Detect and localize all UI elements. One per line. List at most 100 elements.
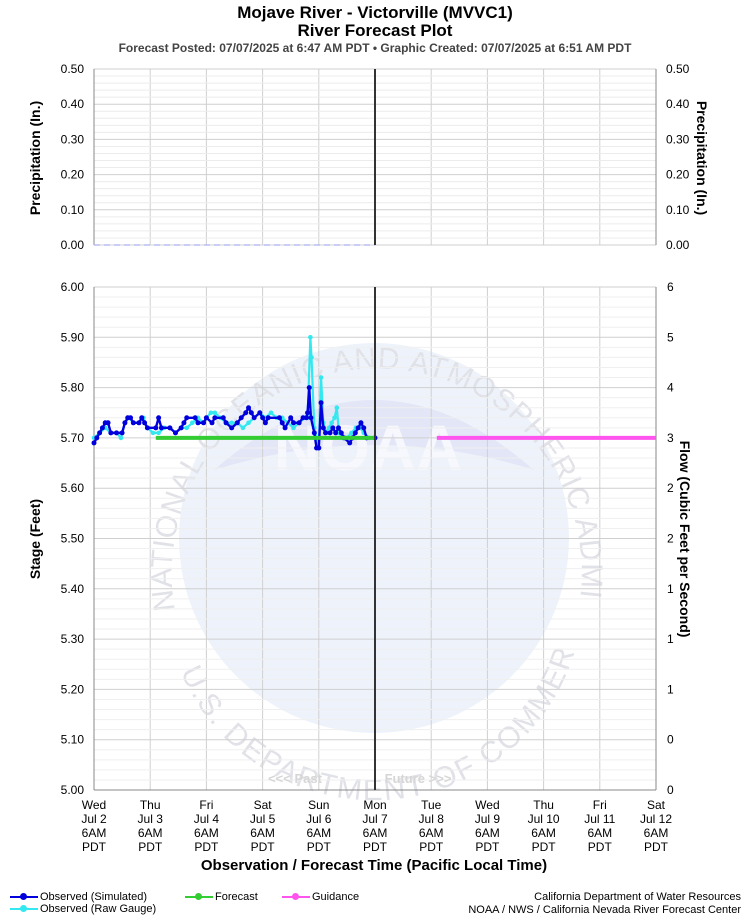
flow-ytick: 6 — [667, 280, 674, 294]
stage-y-label: Stage (Feet) — [27, 499, 43, 579]
observed-simulated-point — [338, 430, 344, 436]
observed-raw-point — [308, 335, 313, 340]
observed-raw-point — [190, 420, 195, 426]
observed-simulated-point — [99, 425, 105, 431]
observed-raw-point — [349, 430, 354, 436]
flow-ytick: 3 — [667, 431, 674, 445]
observed-simulated-point — [355, 425, 361, 431]
precip-ytick-right: 0.40 — [666, 97, 690, 111]
flow-y-label: Flow (Cubic Feet per Second) — [677, 441, 693, 638]
precip-ytick-left: 0.10 — [61, 203, 85, 217]
observed-simulated-point — [330, 425, 336, 431]
observed-simulated-point — [358, 420, 364, 426]
precip-ytick-left: 0.30 — [61, 132, 85, 146]
legend-label: Observed (Raw Gauge) — [40, 903, 157, 915]
x-tick-label: Sun Jul 6 6AM PDT — [306, 798, 332, 854]
past-label: <<< Past — [268, 771, 323, 786]
observed-simulated-point — [291, 420, 297, 426]
flow-ytick: 1 — [667, 582, 674, 596]
observed-simulated-point — [288, 415, 294, 421]
observed-simulated-point — [305, 410, 311, 416]
precip-ytick-right: 0.20 — [666, 168, 690, 182]
observed-simulated-point — [105, 420, 111, 426]
stage-ytick: 5.00 — [61, 783, 85, 797]
flow-ytick: 0 — [667, 733, 674, 747]
x-tick-label: Sat Jul 12 6AM PDT — [640, 798, 672, 854]
observed-simulated-point — [192, 415, 198, 421]
stage-ytick: 5.80 — [61, 381, 85, 395]
stage-ytick: 6.00 — [61, 280, 85, 294]
stage-ytick: 5.90 — [61, 330, 85, 344]
observed-raw-point — [118, 435, 124, 441]
stage-ytick: 5.40 — [61, 582, 85, 596]
observed-raw-point — [334, 405, 340, 411]
observed-simulated-point — [306, 385, 312, 391]
observed-simulated-point — [262, 420, 268, 426]
observed-simulated-point — [251, 415, 257, 421]
observed-simulated-point — [201, 420, 207, 426]
observed-simulated-point — [153, 425, 159, 431]
observed-simulated-point — [352, 430, 358, 436]
stage-ytick: 5.20 — [61, 682, 85, 696]
observed-simulated-point — [238, 415, 244, 421]
x-tick-label: Tue Jul 8 6AM PDT — [419, 798, 445, 854]
observed-simulated-point — [172, 430, 178, 436]
precip-axes: 0.00 0.00 0.10 0.10 0.20 0.20 0.30 0.30 0.40 0.40… — [61, 62, 690, 252]
observed-simulated-point — [318, 400, 324, 406]
observed-simulated-point — [209, 420, 215, 426]
observed-simulated-point — [142, 420, 148, 426]
stage-axes: 5.00 0 5.10 0 5.20 1 5.30 1 5.40 1 5.50 2 5.60 2 5.70 3… — [61, 280, 674, 854]
observed-simulated-point — [260, 415, 266, 421]
observed-simulated-point — [335, 425, 341, 431]
observed-simulated-point — [220, 415, 226, 421]
legend-swatch — [10, 892, 38, 902]
observed-raw-point — [246, 420, 251, 426]
stage-ytick: 5.30 — [61, 632, 85, 646]
future-label: Future >>> — [385, 771, 452, 786]
observed-raw-point — [150, 430, 156, 436]
observed-simulated-point — [130, 420, 136, 426]
flow-ytick: 1 — [667, 632, 674, 646]
x-tick-label: Sat Jul 5 6AM PDT — [250, 798, 276, 854]
observed-raw-point — [318, 375, 324, 380]
observed-simulated-point — [122, 420, 128, 426]
observed-simulated-point — [276, 415, 282, 421]
legend-label: Forecast — [215, 891, 258, 903]
observed-simulated-point — [184, 415, 190, 421]
observed-simulated-point — [139, 415, 145, 421]
observed-raw-point — [291, 425, 296, 431]
posted-info: Forecast Posted: 07/07/2025 at 6:47 AM P… — [118, 41, 632, 55]
legend-swatch — [10, 904, 38, 914]
observed-simulated-point — [144, 425, 150, 431]
stage-ytick: 5.10 — [61, 733, 85, 747]
x-axis-label: Observation / Forecast Time (Pacific Loc… — [201, 857, 547, 874]
credits-nws: NOAA / NWS / California Nevada River For… — [468, 904, 741, 916]
observed-simulated-point — [108, 430, 114, 436]
observed-raw-point — [240, 425, 246, 431]
observed-raw-point — [184, 425, 190, 431]
observed-simulated-point — [347, 440, 353, 446]
chart-title: Mojave River - Victorville (MVVC1) — [237, 3, 513, 22]
observed-simulated-point — [203, 415, 209, 421]
observed-simulated-point — [128, 415, 134, 421]
observed-simulated-point — [243, 410, 249, 416]
observed-raw-point — [208, 410, 214, 416]
observed-simulated-point — [303, 415, 309, 421]
precip-ytick-left: 0.50 — [61, 62, 85, 76]
precip-ytick-right: 0.10 — [666, 203, 690, 217]
stage-series — [91, 335, 656, 451]
x-tick-label: Thu Jul 10 6AM PDT — [528, 798, 560, 854]
flow-ytick: 5 — [667, 330, 674, 344]
x-tick-label: Fri Jul 4 6AM PDT — [194, 798, 220, 854]
observed-simulated-point — [195, 420, 201, 426]
stage-ytick: 5.70 — [61, 431, 85, 445]
x-tick-label: Fri Jul 11 6AM PDT — [584, 798, 615, 854]
observed-simulated-point — [246, 405, 252, 411]
precip-ytick-right: 0.30 — [666, 132, 690, 146]
precip-ytick-right: 0.50 — [666, 62, 690, 76]
observed-simulated-point — [156, 415, 162, 421]
legend-guidance: Guidance — [282, 891, 359, 903]
legend-observed-raw: Observed (Raw Gauge) — [10, 903, 156, 915]
observed-raw-point — [329, 420, 335, 426]
